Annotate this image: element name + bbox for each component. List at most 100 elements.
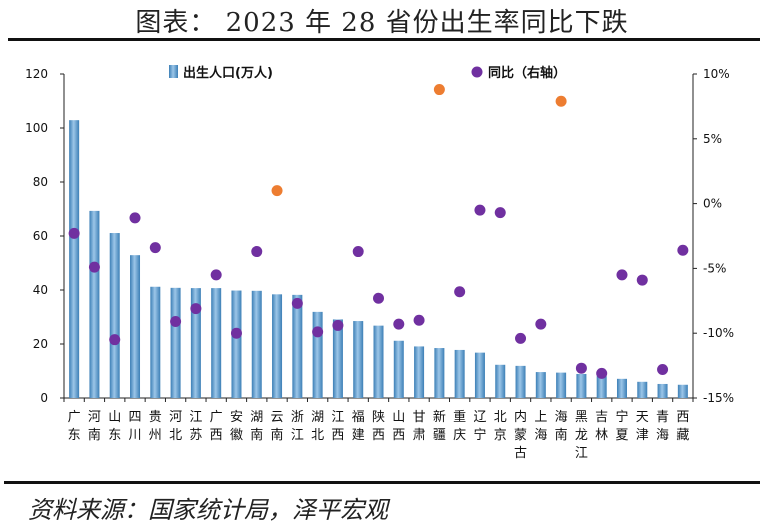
category-label: 吉	[595, 410, 608, 425]
category-label: 上	[534, 410, 547, 425]
category-label: 四	[129, 410, 142, 425]
category-label: 北	[169, 428, 182, 443]
bar	[89, 210, 100, 398]
category-label: 西	[372, 428, 385, 443]
bar	[474, 352, 485, 398]
legend-dot-swatch	[471, 66, 483, 78]
yoy-point	[474, 204, 486, 216]
category-label: 海	[534, 428, 547, 443]
yoy-point	[413, 314, 425, 326]
source-note: 资料来源：国家统计局，泽平宏观	[28, 496, 388, 524]
bar	[454, 349, 465, 398]
bar	[231, 290, 242, 398]
bar	[393, 340, 404, 398]
category-label: 宁	[615, 409, 628, 425]
category-label: 海	[555, 410, 568, 425]
category-label: 福	[352, 410, 365, 425]
left-tick-label: 100	[25, 121, 48, 135]
bar	[190, 288, 201, 398]
left-tick-label: 40	[33, 283, 48, 297]
yoy-point	[291, 297, 303, 309]
category-label: 河	[169, 410, 182, 425]
bar	[211, 288, 222, 398]
bar	[556, 372, 567, 398]
yoy-point	[515, 332, 527, 344]
category-label: 津	[636, 428, 649, 443]
right-tick-label: 5%	[703, 132, 722, 146]
yoy-point	[677, 244, 689, 256]
category-label: 南	[555, 427, 568, 443]
category-label: 安	[230, 410, 243, 425]
yoy-point	[170, 316, 182, 328]
yoy-point	[251, 246, 263, 258]
left-tick-label: 20	[33, 337, 48, 351]
yoy-point	[433, 84, 445, 96]
category-label: 云	[271, 410, 284, 425]
category-label: 北	[494, 410, 507, 425]
bar	[596, 376, 607, 398]
category-label: 疆	[433, 428, 446, 443]
category-label: 西	[676, 410, 689, 425]
category-label: 西	[210, 428, 223, 443]
category-label: 苏	[189, 427, 202, 443]
bar	[109, 233, 120, 398]
category-label: 辽	[473, 410, 486, 425]
category-label: 庆	[453, 428, 466, 443]
legend-dot-label: 同比（右轴）	[488, 65, 566, 81]
bar	[434, 348, 445, 398]
bar	[576, 373, 587, 398]
category-label: 重	[453, 409, 466, 425]
category-label: 东	[68, 428, 81, 443]
bar	[251, 290, 262, 398]
left-tick-label: 0	[40, 391, 48, 405]
yoy-point	[657, 363, 669, 375]
yoy-point	[210, 269, 222, 281]
yoy-point	[312, 326, 324, 338]
category-label: 天	[636, 410, 649, 425]
category-label: 青	[656, 410, 669, 425]
bar	[515, 365, 526, 398]
category-label: 夏	[615, 428, 628, 443]
yoy-point	[88, 261, 100, 273]
bar	[150, 286, 161, 398]
yoy-point	[596, 367, 608, 379]
yoy-point	[230, 327, 242, 339]
category-label: 山	[108, 410, 121, 425]
yoy-point	[535, 318, 547, 330]
yoy-point	[575, 362, 587, 374]
bar	[677, 384, 688, 398]
category-label: 新	[433, 409, 446, 425]
category-label: 南	[271, 427, 284, 443]
bar	[292, 294, 303, 398]
yoy-point	[68, 227, 80, 239]
category-label: 西	[331, 428, 344, 443]
bar	[170, 287, 181, 398]
category-label: 黑	[575, 410, 588, 425]
bar	[657, 383, 668, 398]
yoy-point	[149, 242, 161, 254]
chart-title: 图表： 2023 年 28 省份出生率同比下跌	[135, 8, 629, 38]
yoy-point	[129, 212, 141, 224]
category-label: 海	[656, 428, 669, 443]
category-label: 徽	[230, 428, 243, 443]
bar	[353, 321, 364, 398]
category-label: 州	[149, 428, 162, 443]
footer-rule	[4, 481, 760, 484]
category-label: 林	[595, 428, 608, 443]
category-label: 南	[250, 427, 263, 443]
category-label: 蒙	[514, 428, 527, 443]
category-label: 龙	[575, 428, 588, 443]
yoy-point	[393, 318, 405, 330]
category-label: 南	[88, 427, 101, 443]
bar	[414, 346, 425, 398]
yoy-point	[109, 334, 121, 346]
bar	[373, 325, 384, 398]
category-label: 江	[331, 410, 344, 425]
yoy-point	[352, 246, 364, 258]
yoy-point	[454, 286, 466, 298]
category-label: 江	[575, 446, 588, 461]
category-label: 古	[514, 446, 527, 461]
category-label: 川	[129, 428, 142, 443]
category-label: 江	[189, 410, 202, 425]
category-label: 西	[392, 428, 405, 443]
